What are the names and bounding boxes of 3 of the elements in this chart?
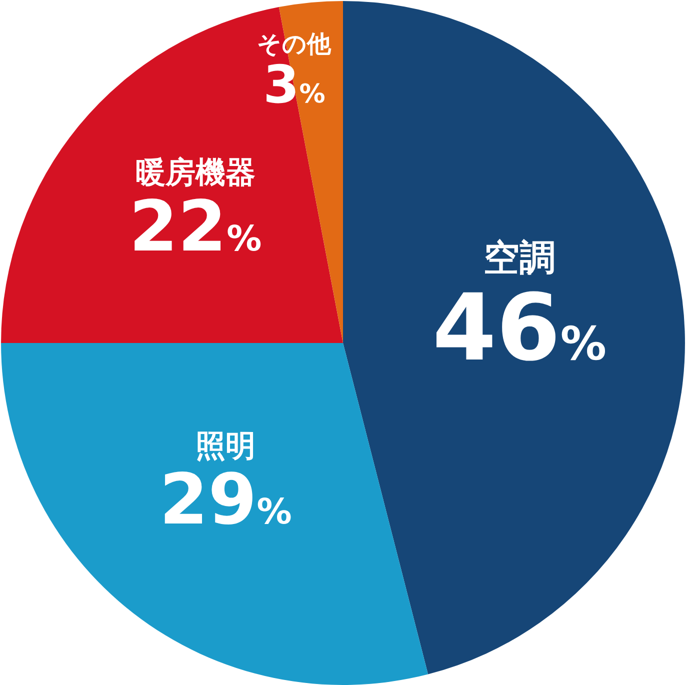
- slice-label: 暖房機器: [135, 155, 256, 190]
- data-label: 3%: [263, 56, 326, 116]
- slice-label: その他: [257, 30, 332, 58]
